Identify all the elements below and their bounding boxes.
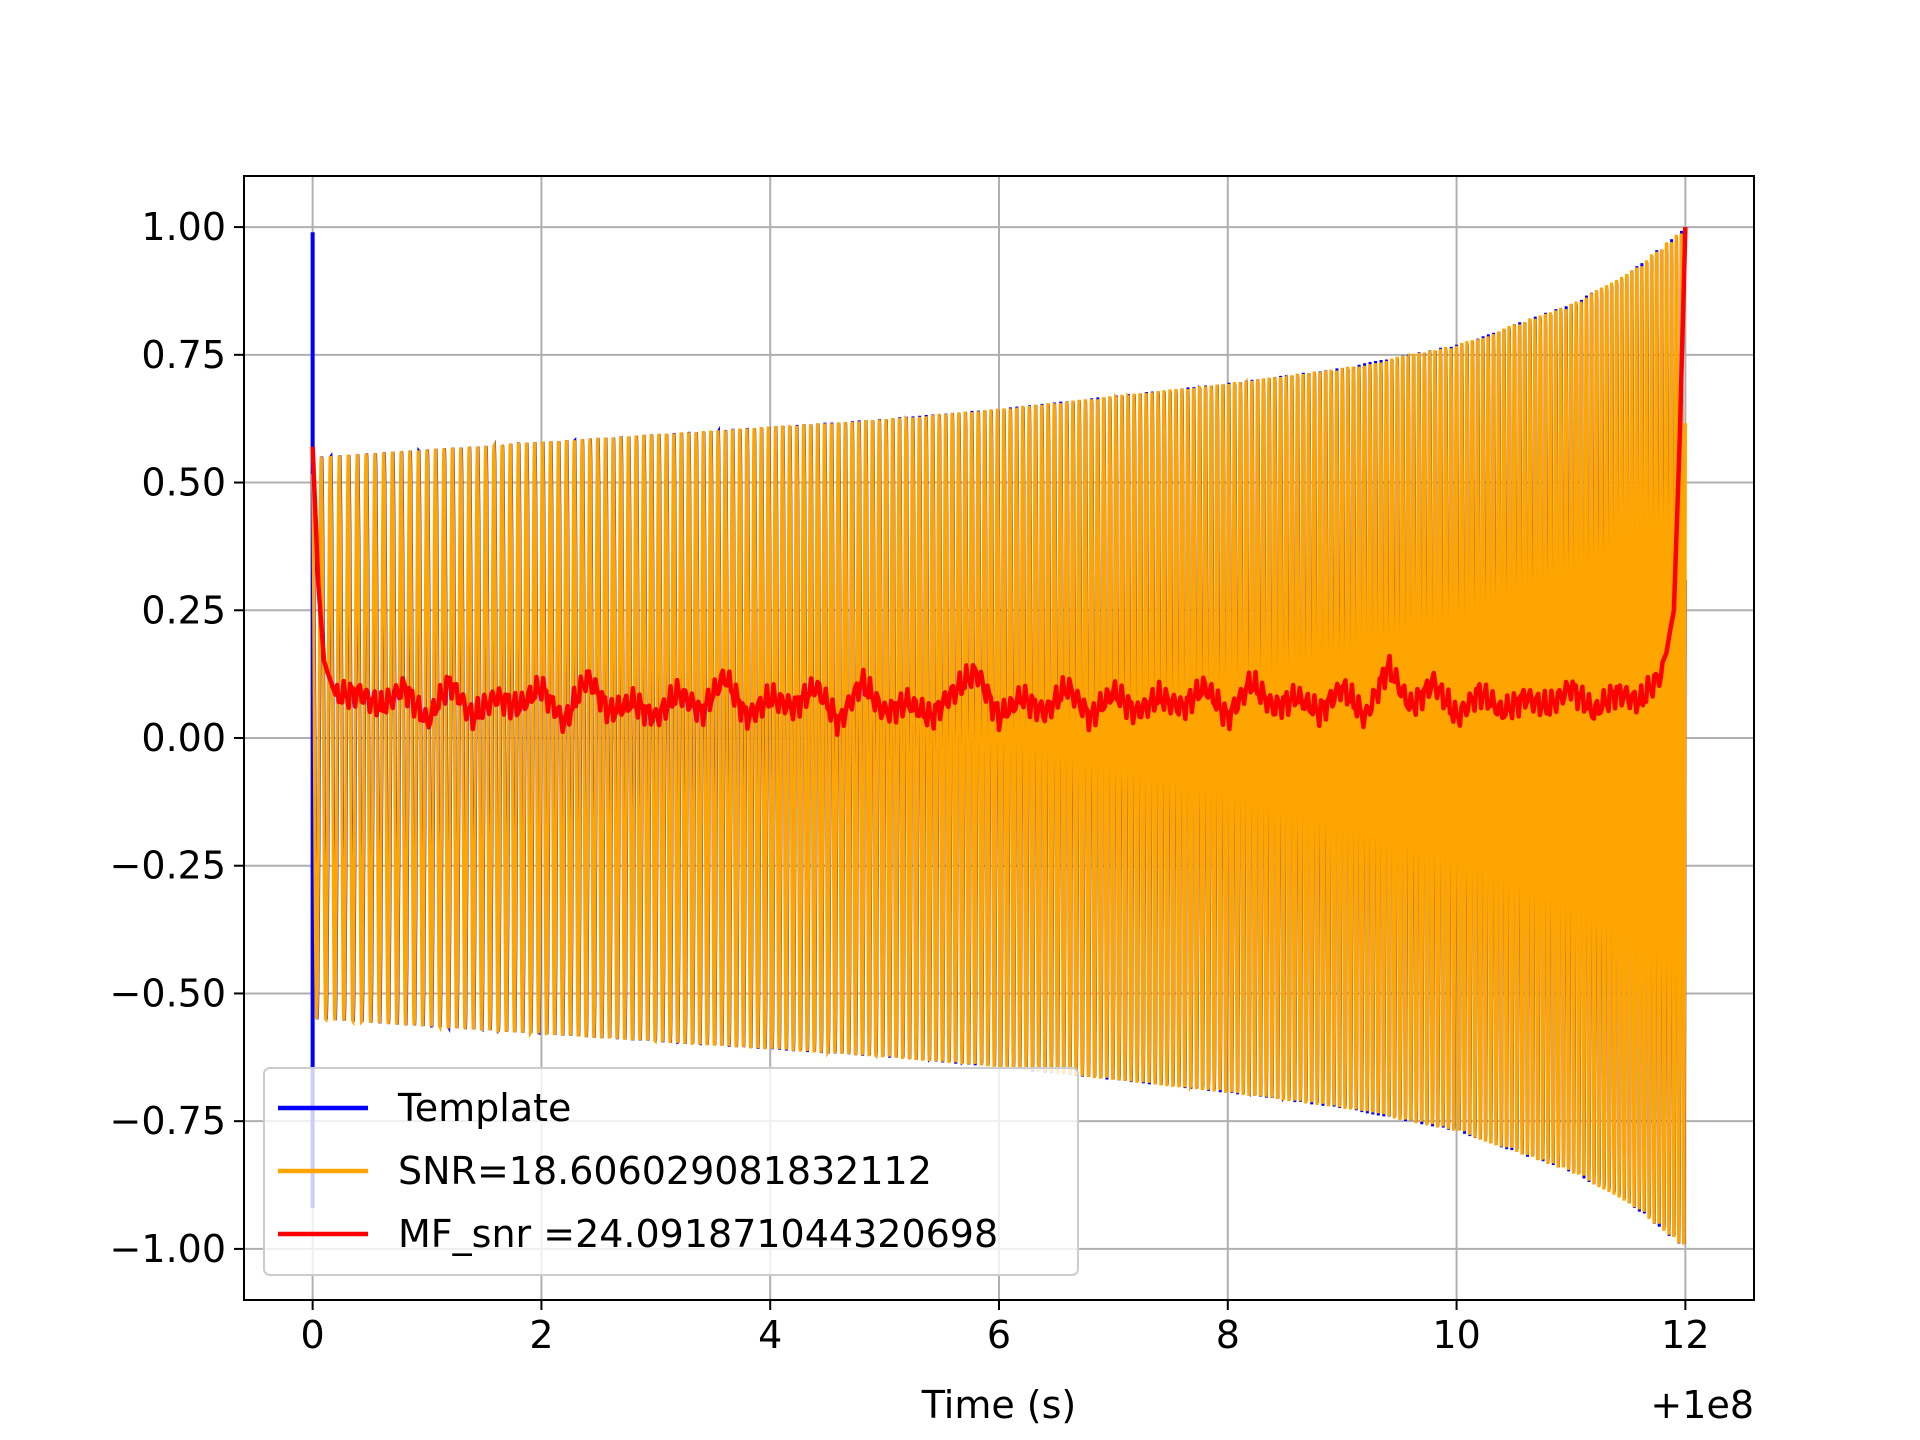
mf-snr-series-line (310, 227, 1688, 738)
x-tick-label: 4 (758, 1313, 782, 1357)
y-tick-label: −0.50 (110, 971, 226, 1015)
y-tick-label: 1.00 (141, 205, 226, 249)
x-tick-label: 8 (1216, 1313, 1240, 1357)
snr-series-line (311, 233, 1687, 1245)
y-tick-label: −0.75 (110, 1099, 226, 1143)
x-tick-label: 10 (1432, 1313, 1480, 1357)
legend-box (263, 1067, 1079, 1276)
x-tick-label: 12 (1661, 1313, 1709, 1357)
ticks: 0 2 4 6 8 10 12 1.00 0.75 0.50 0.25 0.00 −0.25 −0.50 −… (110, 205, 1710, 1357)
x-offset-label: +1e8 (1650, 1383, 1754, 1427)
legend: Template SNR=18.606029081832112 MF_snr =24… (263, 1067, 1079, 1276)
x-tick-label: 0 (301, 1313, 325, 1357)
x-tick-label: 2 (529, 1313, 553, 1357)
y-tick-label: 0.75 (141, 333, 226, 377)
y-tick-label: −1.00 (110, 1227, 226, 1271)
y-tick-label: −0.25 (110, 844, 226, 888)
y-tick-label: 0.50 (141, 461, 226, 505)
x-axis-label: Time (s) (921, 1383, 1077, 1427)
legend-label: SNR=18.606029081832112 (398, 1149, 932, 1193)
legend-label: MF_snr =24.091871044320698 (398, 1212, 998, 1256)
y-tick-label: 0.25 (141, 588, 226, 632)
legend-label: Template (397, 1086, 571, 1130)
x-tick-label: 6 (987, 1313, 1011, 1357)
plot-area (310, 227, 1688, 1245)
y-tick-label: 0.00 (141, 716, 226, 760)
